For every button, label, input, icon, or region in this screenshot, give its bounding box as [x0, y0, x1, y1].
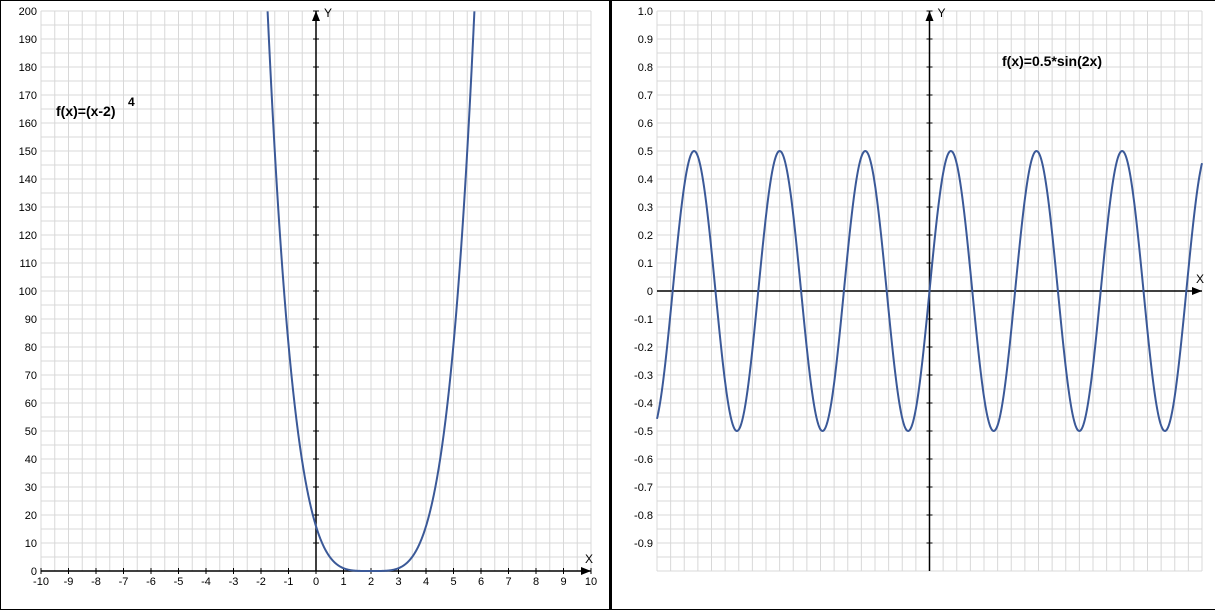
y-tick-label: 130 — [19, 202, 37, 214]
y-tick-label: 0.8 — [638, 62, 653, 74]
formula-label: f(x)=0.5*sin(2x) — [1002, 53, 1102, 69]
formula-superscript: 4 — [128, 95, 135, 109]
y-axis-label: Y — [324, 6, 332, 20]
y-tick-label: 0 — [31, 566, 37, 578]
x-tick-label: 6 — [478, 576, 484, 588]
y-tick-label: 80 — [25, 342, 37, 354]
x-tick-label: -4 — [201, 576, 211, 588]
y-tick-label: 1.0 — [638, 6, 653, 18]
y-tick-label: 0.9 — [638, 34, 653, 46]
y-tick-label: -0.3 — [634, 370, 653, 382]
y-tick-label: 150 — [19, 146, 37, 158]
y-tick-label: 0.5 — [638, 146, 653, 158]
y-tick-label: 20 — [25, 510, 37, 522]
y-tick-label: 40 — [25, 454, 37, 466]
x-axis-label: X — [1196, 272, 1204, 286]
y-tick-label: 0.3 — [638, 202, 653, 214]
x-tick-label: 3 — [395, 576, 401, 588]
x-tick-label: 2 — [368, 576, 374, 588]
x-axis-label: X — [585, 552, 593, 566]
x-tick-label: 8 — [533, 576, 539, 588]
y-tick-label: 100 — [19, 286, 37, 298]
x-tick-label: -5 — [174, 576, 184, 588]
y-tick-label: 0.6 — [638, 118, 653, 130]
y-tick-label: -0.4 — [634, 398, 653, 410]
y-tick-label: 120 — [19, 230, 37, 242]
x-tick-label: -3 — [229, 576, 239, 588]
x-tick-label: 7 — [505, 576, 511, 588]
y-tick-label: 0.1 — [638, 258, 653, 270]
x-tick-label: -8 — [91, 576, 101, 588]
x-tick-label: 4 — [423, 576, 429, 588]
left-chart-svg: -10-9-8-7-6-5-4-3-2-10123456789100102030… — [1, 1, 609, 609]
x-tick-label: -9 — [64, 576, 74, 588]
y-tick-label: 140 — [19, 174, 37, 186]
x-tick-label: -6 — [146, 576, 156, 588]
y-tick-label: 200 — [19, 6, 37, 18]
right-chart-svg: -0.9 -0.8 -0.7 -0.6 -0.5 -0.4 -0.3 -0.2 -0.1 0 0.1… — [612, 1, 1215, 609]
y-tick-label: 30 — [25, 482, 37, 494]
right-chart-panel: -0.9 -0.8 -0.7 -0.6 -0.5 -0.4 -0.3 -0.2 -0.1 0 0.1… — [610, 0, 1215, 610]
x-tick-label: -2 — [256, 576, 266, 588]
y-tick-label: -0.8 — [634, 510, 653, 522]
y-tick-label: 60 — [25, 398, 37, 410]
x-tick-label: 9 — [560, 576, 566, 588]
x-tick-label: 1 — [340, 576, 346, 588]
x-tick-label: 10 — [585, 576, 597, 588]
y-tick-label: 0.7 — [638, 90, 653, 102]
y-tick-label: -0.5 — [634, 426, 653, 438]
y-tick-label: -0.1 — [634, 314, 653, 326]
y-tick-label: -0.9 — [634, 538, 653, 550]
y-tick-label: 0.4 — [638, 174, 653, 186]
y-tick-label: 10 — [25, 538, 37, 550]
y-tick-label: 170 — [19, 90, 37, 102]
chart-container: -10-9-8-7-6-5-4-3-2-10123456789100102030… — [0, 0, 1215, 610]
y-tick-label: -0.2 — [634, 342, 653, 354]
x-tick-label: -1 — [284, 576, 294, 588]
y-tick-label: 160 — [19, 118, 37, 130]
formula-label: f(x)=(x-2) — [56, 103, 116, 119]
y-tick-label: 70 — [25, 370, 37, 382]
y-tick-label: -0.6 — [634, 454, 653, 466]
y-tick-label: 180 — [19, 62, 37, 74]
y-tick-label: -0.7 — [634, 482, 653, 494]
x-tick-label: 0 — [313, 576, 319, 588]
y-axis-label: Y — [938, 6, 946, 20]
x-tick-label: 5 — [450, 576, 456, 588]
y-tick-label: 0 — [647, 286, 653, 298]
y-tick-label: 90 — [25, 314, 37, 326]
left-chart-panel: -10-9-8-7-6-5-4-3-2-10123456789100102030… — [0, 0, 610, 610]
y-tick-label: 50 — [25, 426, 37, 438]
y-tick-label: 190 — [19, 34, 37, 46]
x-tick-label: -7 — [119, 576, 129, 588]
y-tick-label: 110 — [19, 258, 37, 270]
y-tick-label: 0.2 — [638, 230, 653, 242]
